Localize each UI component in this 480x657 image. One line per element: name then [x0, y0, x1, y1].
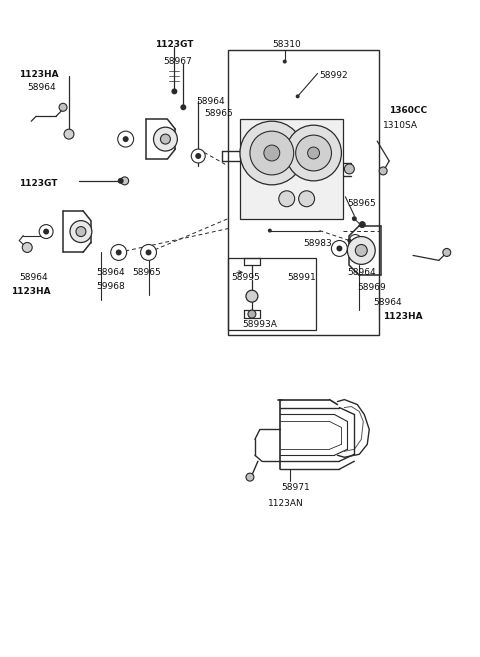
Circle shape: [192, 149, 205, 163]
Circle shape: [268, 229, 272, 233]
Circle shape: [279, 191, 295, 207]
Circle shape: [443, 248, 451, 256]
Text: 1123HA: 1123HA: [19, 70, 59, 78]
Circle shape: [111, 244, 127, 260]
Text: 58971: 58971: [282, 483, 311, 492]
Circle shape: [352, 216, 357, 221]
Circle shape: [348, 237, 375, 264]
Circle shape: [360, 221, 365, 227]
Bar: [228, 258, 315, 330]
Circle shape: [145, 250, 152, 256]
Circle shape: [336, 246, 342, 252]
Text: 58983: 58983: [304, 238, 332, 248]
Circle shape: [332, 240, 348, 256]
Text: 1123HA: 1123HA: [12, 287, 51, 296]
Circle shape: [180, 104, 186, 110]
Circle shape: [353, 238, 358, 243]
Circle shape: [118, 131, 133, 147]
Text: 58964: 58964: [348, 268, 376, 277]
Text: 58995: 58995: [231, 273, 260, 283]
Circle shape: [240, 121, 304, 185]
Text: 58964: 58964: [96, 268, 124, 277]
Circle shape: [70, 221, 92, 242]
Circle shape: [116, 250, 122, 256]
Circle shape: [250, 131, 294, 175]
Text: 58964: 58964: [373, 298, 402, 307]
Text: 1360CC: 1360CC: [389, 106, 427, 115]
Circle shape: [348, 238, 351, 242]
Circle shape: [246, 290, 258, 302]
Circle shape: [123, 136, 129, 142]
Text: 58969: 58969: [357, 283, 386, 292]
Text: 1123GT: 1123GT: [19, 179, 58, 188]
Text: 58965: 58965: [132, 268, 161, 277]
Text: 1123HA: 1123HA: [383, 312, 423, 321]
Circle shape: [246, 473, 254, 481]
Circle shape: [141, 244, 156, 260]
Circle shape: [59, 103, 67, 111]
Text: 1310SA: 1310SA: [383, 121, 418, 130]
Circle shape: [154, 127, 178, 151]
Text: 59968: 59968: [96, 283, 125, 291]
Text: 58965: 58965: [348, 199, 376, 208]
Circle shape: [379, 167, 387, 175]
Text: 58964: 58964: [196, 97, 225, 106]
FancyBboxPatch shape: [240, 119, 343, 219]
Circle shape: [120, 177, 129, 185]
Text: 58991: 58991: [288, 273, 316, 283]
Text: 58965: 58965: [204, 109, 233, 118]
Circle shape: [283, 60, 287, 64]
Text: 58310: 58310: [272, 39, 300, 49]
Circle shape: [299, 191, 314, 207]
Text: 58967: 58967: [164, 57, 192, 66]
Circle shape: [22, 242, 32, 252]
Text: 58964: 58964: [27, 83, 56, 93]
Text: 58993A: 58993A: [242, 320, 277, 329]
Circle shape: [286, 125, 341, 181]
Circle shape: [344, 164, 354, 174]
Circle shape: [195, 153, 201, 159]
Circle shape: [296, 95, 300, 99]
Text: 1123GT: 1123GT: [156, 39, 194, 49]
Text: 1123AN: 1123AN: [268, 499, 303, 508]
Circle shape: [76, 227, 86, 237]
Circle shape: [264, 145, 280, 161]
Bar: [228, 50, 379, 335]
Circle shape: [248, 310, 256, 318]
Circle shape: [296, 135, 332, 171]
Circle shape: [355, 244, 367, 256]
Circle shape: [160, 134, 170, 144]
Circle shape: [118, 178, 124, 184]
Circle shape: [349, 235, 361, 246]
Text: 58964: 58964: [19, 273, 48, 283]
Text: 58992: 58992: [320, 72, 348, 81]
Circle shape: [39, 225, 53, 238]
Circle shape: [308, 147, 320, 159]
Circle shape: [64, 129, 74, 139]
Circle shape: [171, 89, 178, 95]
Circle shape: [43, 229, 49, 235]
